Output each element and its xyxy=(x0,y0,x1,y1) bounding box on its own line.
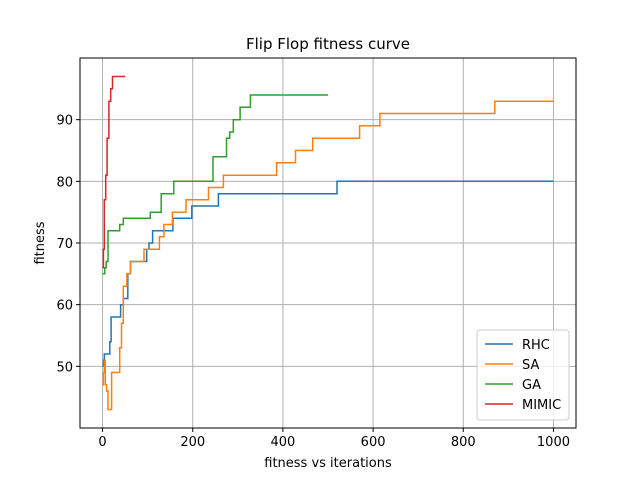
legend: RHC SA GA MIMIC xyxy=(476,329,570,421)
y-tick-label: 60 xyxy=(56,299,73,314)
x-tick-label: 1000 xyxy=(537,435,570,450)
y-tick-label: 80 xyxy=(56,175,73,190)
x-axis-label: fitness vs iterations xyxy=(264,456,392,471)
series-line-mimic xyxy=(102,75,126,269)
legend-box xyxy=(476,329,570,421)
series-line-ga xyxy=(102,94,328,275)
legend-label-mimic: MIMIC xyxy=(522,398,561,413)
y-ticks: 50 60 70 80 90 xyxy=(56,114,80,375)
legend-label-rhc: RHC xyxy=(522,338,550,353)
y-tick-label: 70 xyxy=(56,237,73,252)
x-tick-label: 800 xyxy=(451,435,476,450)
x-tick-label: 0 xyxy=(98,435,106,450)
legend-label-ga: GA xyxy=(522,378,541,393)
x-tick-label: 400 xyxy=(270,435,295,450)
chart-title: Flip Flop fitness curve xyxy=(246,35,410,53)
x-tick-label: 200 xyxy=(180,435,205,450)
series-line-sa xyxy=(102,100,554,411)
y-tick-label: 90 xyxy=(56,114,73,129)
legend-label-sa: SA xyxy=(522,358,539,373)
series-group xyxy=(102,75,554,411)
y-tick-label: 50 xyxy=(56,360,73,375)
x-tick-label: 600 xyxy=(361,435,386,450)
x-ticks: 0 200 400 600 800 1000 xyxy=(98,428,570,450)
y-axis-label: fitness xyxy=(33,221,48,264)
